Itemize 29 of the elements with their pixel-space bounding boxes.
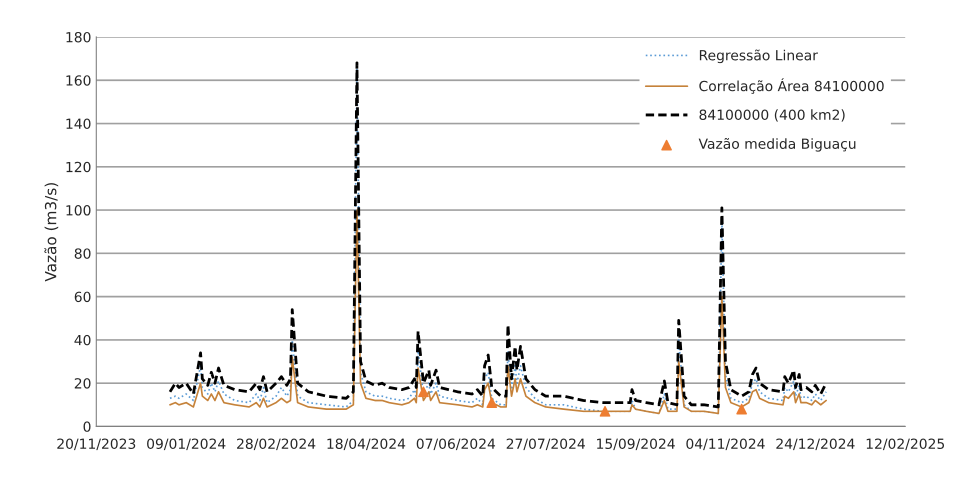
y-tick-label: 40 <box>74 334 91 346</box>
x-tick-label: 24/12/2024 <box>776 438 855 450</box>
y-tick-label: 120 <box>66 162 91 172</box>
legend-label: Correlação Área 84100000 <box>699 78 884 94</box>
y-axis-title: Vazão (m3/s) <box>44 183 58 282</box>
y-tick-label: 180 <box>66 32 91 42</box>
y-tick-label: 160 <box>66 75 91 86</box>
y-tick-label: 80 <box>74 248 91 259</box>
x-tick-label: 09/01/2024 <box>147 438 226 450</box>
y-tick-label: 140 <box>66 118 91 129</box>
legend-label: Regressão Linear <box>700 49 818 64</box>
x-tick-label: 12/02/2025 <box>866 438 944 450</box>
point <box>418 386 429 398</box>
x-tick-label: 07/06/2024 <box>416 438 496 450</box>
x-tick-label: 27/07/2024 <box>506 438 585 450</box>
x-tick-label: 28/02/2024 <box>237 438 316 450</box>
y-tick-label: 20 <box>74 378 91 389</box>
point <box>736 404 747 414</box>
y-tick-label: 60 <box>74 292 91 302</box>
x-tick-label: 04/11/2024 <box>686 438 765 450</box>
point <box>600 406 610 417</box>
legend-label: Vazão medida Biguaçu <box>698 138 856 152</box>
y-tick-label: 0 <box>84 421 91 432</box>
x-tick-label: 18/04/2024 <box>327 438 406 450</box>
point <box>486 397 498 408</box>
legend-label: 84100000 (400 km2) <box>699 109 845 122</box>
x-tick-label: 15/09/2024 <box>597 438 675 450</box>
x-tick-label: 20/11/2023 <box>57 438 136 450</box>
y-tick-label: 100 <box>66 205 91 216</box>
